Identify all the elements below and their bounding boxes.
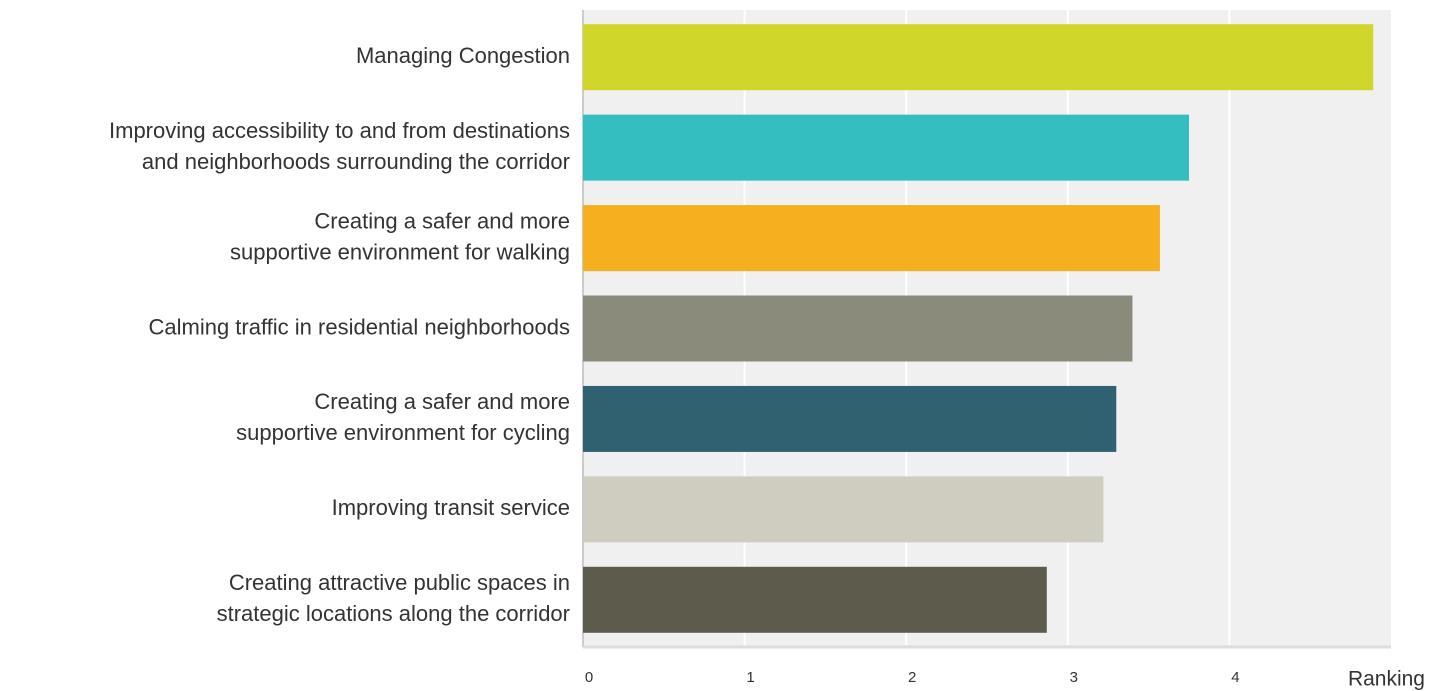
category-label: strategic locations along the corridor (217, 601, 570, 626)
category-label: Managing Congestion (356, 43, 570, 68)
category-label: Calming traffic in residential neighborh… (148, 314, 570, 339)
x-tick-label: 0 (585, 669, 593, 686)
category-label: and neighborhoods surrounding the corrid… (142, 149, 570, 174)
x-axis-label: Ranking (1348, 668, 1425, 691)
x-tick-label: 2 (908, 669, 916, 686)
bar (583, 114, 1189, 181)
category-label: supportive environment for cycling (236, 420, 570, 445)
bar (583, 385, 1117, 452)
category-label: supportive environment for walking (230, 239, 570, 264)
bar (583, 566, 1047, 633)
bar (583, 476, 1104, 543)
category-label: Improving accessibility to and from dest… (109, 118, 570, 143)
category-label: Improving transit service (332, 495, 570, 520)
bar (583, 24, 1374, 91)
x-tick-label: 1 (746, 669, 754, 686)
category-label: Creating a safer and more (314, 389, 570, 414)
bar (583, 295, 1133, 362)
x-tick-label: 4 (1231, 669, 1239, 686)
x-tick-label: 3 (1070, 669, 1078, 686)
category-label: Creating a safer and more (314, 208, 570, 233)
bar (583, 205, 1160, 272)
category-label: Creating attractive public spaces in (229, 570, 570, 595)
